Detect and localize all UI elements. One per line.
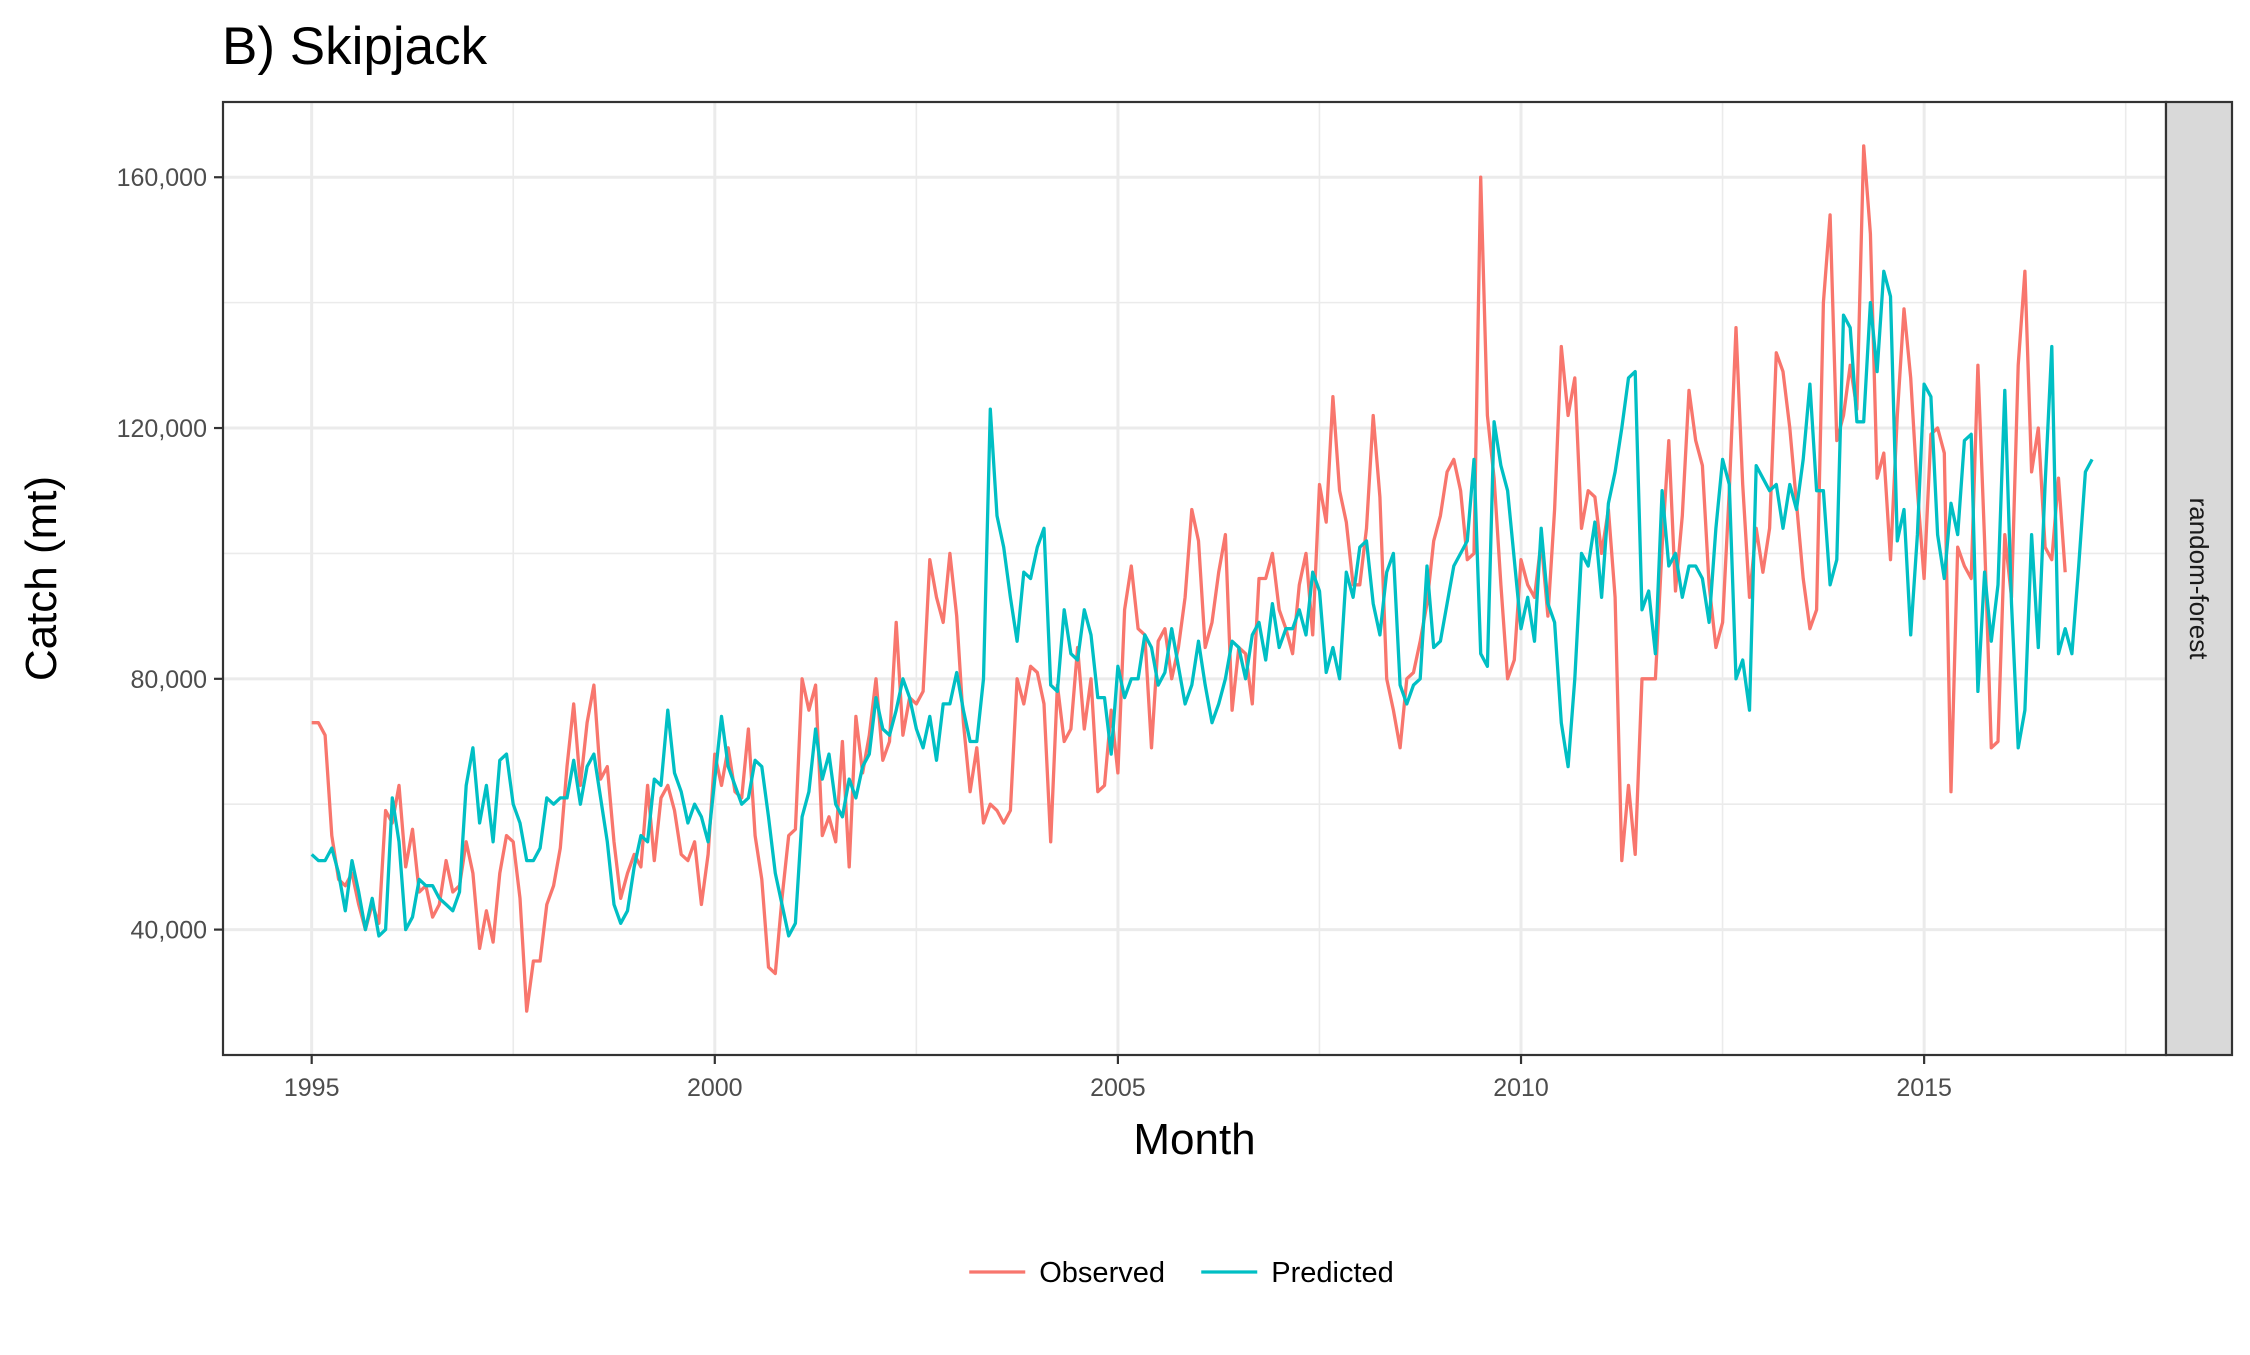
y-tick-label: 40,000 (131, 917, 207, 945)
legend-item-observed: Observed (969, 1257, 1165, 1289)
x-tick-label: 2015 (1896, 1074, 1952, 1102)
x-axis: 1995 2000 2005 2010 2015 (284, 1055, 1952, 1102)
y-tick-label: 80,000 (131, 666, 207, 694)
chart-title: B) Skipjack (222, 17, 488, 76)
y-tick-label: 120,000 (117, 415, 207, 443)
series-layer (310, 144, 2094, 1013)
legend-item-predicted: Predicted (1201, 1257, 1394, 1289)
x-tick-label: 2005 (1090, 1074, 1146, 1102)
y-axis-title: Catch (mt) (17, 476, 66, 681)
major-gridlines-x (310, 102, 1926, 1055)
y-tick-label: 160,000 (117, 164, 207, 192)
y-axis: 40,000 80,000 120,000 160,000 (117, 164, 223, 945)
series-line-observed (311, 144, 2067, 1013)
x-tick-label: 2000 (687, 1074, 743, 1102)
facet-strip-label: random-forest (2184, 498, 2214, 661)
legend-label: Observed (1039, 1257, 1165, 1289)
plot-panel-border (221, 100, 2168, 1057)
x-tick-label: 1995 (284, 1074, 340, 1102)
series-line-predicted (310, 269, 2094, 938)
x-axis-title: Month (1133, 1115, 1255, 1164)
minor-gridlines-x (512, 102, 2127, 1055)
x-tick-label: 2010 (1493, 1074, 1549, 1102)
facet-strip (2164, 100, 2234, 1057)
legend: Observed Predicted (969, 1257, 1394, 1289)
major-gridlines-y (223, 175, 2166, 932)
legend-label: Predicted (1271, 1257, 1394, 1289)
